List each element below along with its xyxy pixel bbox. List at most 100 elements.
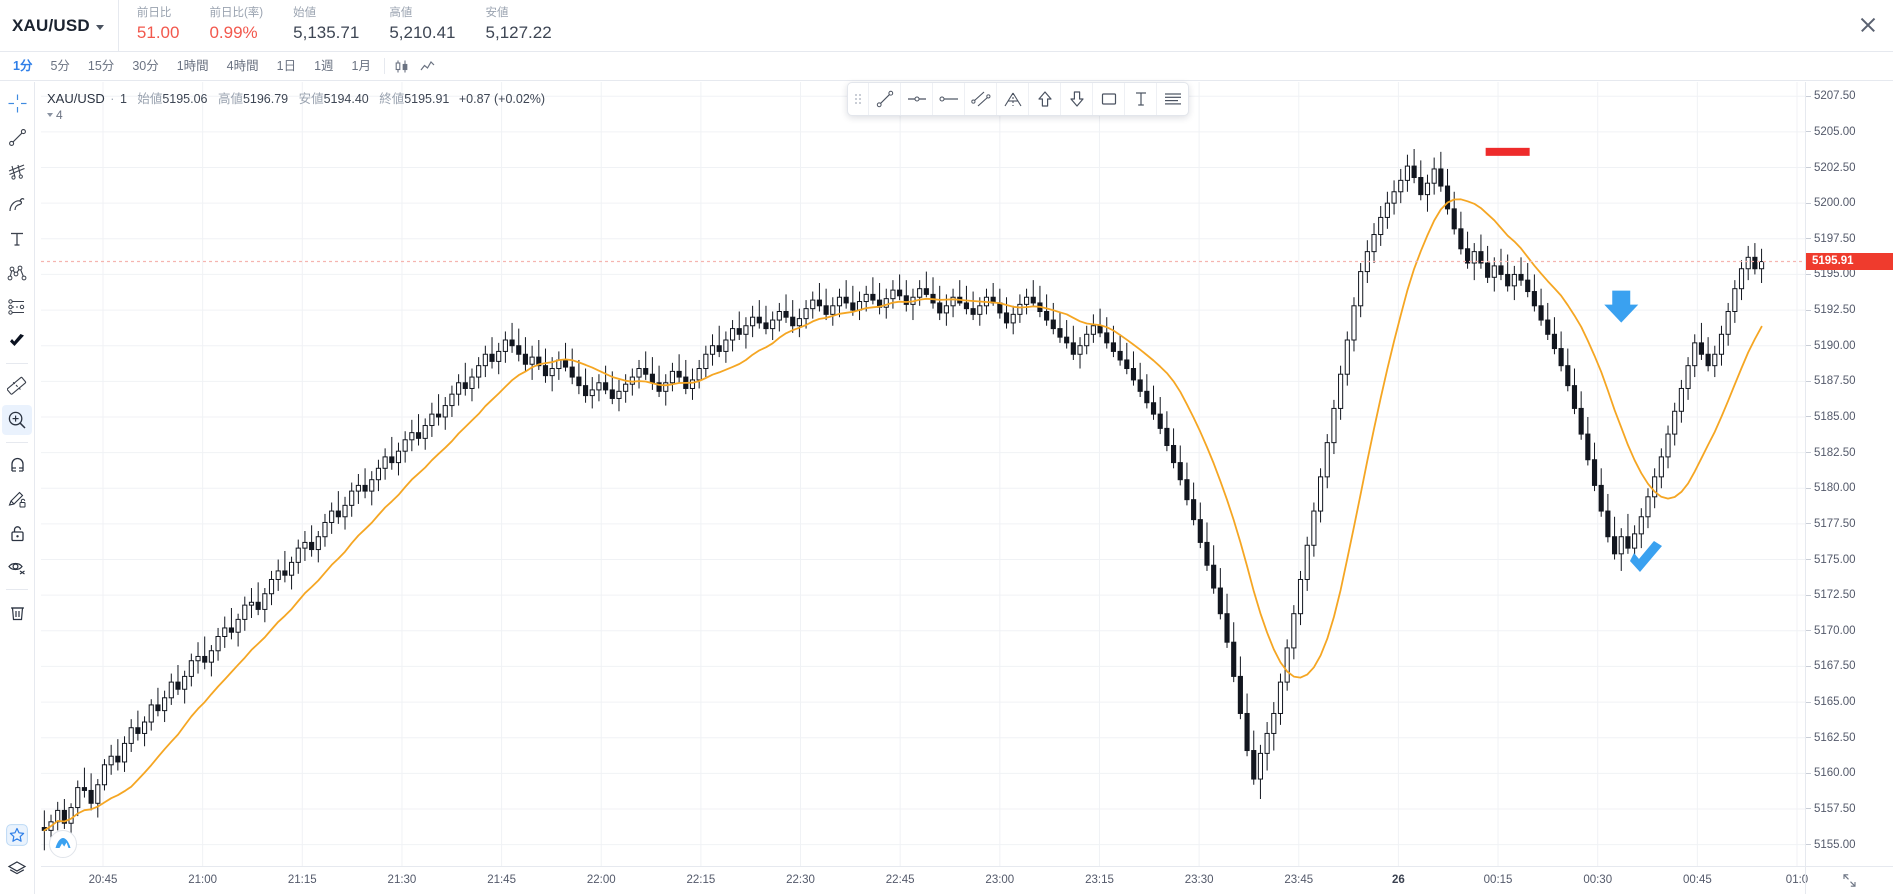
time-tick-label: 00:30: [1583, 874, 1613, 886]
remove-drawings-tool[interactable]: [2, 597, 32, 627]
red-marker-bar: [1485, 147, 1530, 156]
drag-grip-icon[interactable]: [848, 83, 868, 115]
stat-item-high: 高値 5,210.41: [389, 0, 455, 44]
price-tick-label: 5192.50: [1806, 303, 1893, 317]
tick-mark: [1806, 202, 1811, 204]
floating-draw-toolbar[interactable]: [847, 82, 1189, 116]
legend-high-label: 高値: [217, 92, 243, 106]
pattern-tool[interactable]: [2, 258, 32, 288]
legend-low-value: 5194.40: [323, 92, 369, 106]
price-tick-label: 5180.00: [1806, 481, 1893, 495]
horizontal-ray-icon[interactable]: [900, 83, 932, 115]
stat-item-change: 前日比 51.00: [137, 0, 180, 44]
rectangle-icon[interactable]: [1092, 83, 1124, 115]
arrow-up-icon[interactable]: [1028, 83, 1060, 115]
stat-label: 前日比(率): [209, 7, 264, 19]
menu-list-icon[interactable]: [1156, 83, 1188, 115]
time-tick-label: 21:30: [387, 874, 417, 886]
tick-mark: [1806, 309, 1811, 311]
time-axis[interactable]: 20:45 21:00 21:15 21:30 21:45 22:00 22:15 22:30…: [41, 866, 1808, 894]
tick-mark: [1806, 523, 1811, 525]
chart-logo-icon[interactable]: [49, 830, 77, 858]
layers-icon[interactable]: [2, 854, 32, 884]
lock-all-tool[interactable]: [2, 518, 32, 548]
stat-item-open: 始値 5,135.71: [293, 0, 359, 44]
fullscreen-arrows-icon[interactable]: [1805, 866, 1893, 894]
timeframe-1w[interactable]: 1週: [314, 59, 334, 73]
time-tick-label: 21:45: [487, 874, 516, 886]
timeframe-4h[interactable]: 4時間: [226, 59, 259, 73]
chart-area[interactable]: XAU/USD · 1 始値5195.06 高値5196.79 安値5194.4…: [35, 82, 1893, 894]
timeframe-1h[interactable]: 1時間: [176, 59, 209, 73]
forecast-tool[interactable]: [2, 292, 32, 322]
symbol-name: XAU/USD: [12, 15, 90, 35]
moving-average-line: [43, 198, 1763, 832]
trend-line-icon[interactable]: [868, 83, 900, 115]
time-tick-label: 21:15: [287, 874, 317, 886]
measure-ruler-tool[interactable]: [2, 371, 32, 401]
candle-type-icon[interactable]: [389, 53, 415, 79]
checkmark-tool[interactable]: [2, 326, 32, 356]
drawing-lock-tool[interactable]: [2, 484, 32, 514]
brush-tool[interactable]: [2, 190, 32, 220]
divider: [6, 589, 28, 590]
favorites-star-icon[interactable]: [2, 820, 32, 850]
hide-drawings-tool[interactable]: [2, 552, 32, 582]
timeframe-15m[interactable]: 15分: [87, 59, 115, 73]
tick-mark: [1806, 131, 1811, 133]
stat-item-low: 安値 5,127.22: [486, 0, 552, 44]
price-tick-label: 5167.50: [1806, 659, 1893, 673]
text-icon[interactable]: [1124, 83, 1156, 115]
time-tick-label: 23:00: [985, 874, 1015, 886]
price-tick-label: 5195.00: [1806, 267, 1893, 281]
time-tick-label: 22:15: [686, 874, 716, 886]
text-tool[interactable]: [2, 224, 32, 254]
legend-change: +0.87 (+0.02%): [458, 92, 546, 106]
pitchfork-icon[interactable]: [996, 83, 1028, 115]
timeframe-1d[interactable]: 1日: [276, 59, 297, 73]
time-tick-label: 00:45: [1682, 874, 1712, 886]
fib-retracement-tool[interactable]: [2, 156, 32, 186]
indicator-line-icon[interactable]: [415, 53, 441, 79]
chevron-down-icon: [47, 113, 53, 117]
legend-separator: ·: [110, 92, 115, 106]
price-tick-label: 5165.00: [1806, 695, 1893, 709]
current-price-badge[interactable]: 5195.91: [1806, 252, 1893, 270]
price-tick-label: 5172.50: [1806, 588, 1893, 602]
candlestick-svg: [41, 82, 1805, 866]
timeframe-30m[interactable]: 30分: [132, 59, 159, 73]
time-tick-label: 26: [1392, 874, 1405, 886]
time-tick-label: 21:00: [188, 874, 218, 886]
stat-item-change-pct: 前日比(率) 0.99%: [209, 0, 263, 44]
tick-mark: [1806, 95, 1811, 97]
timeframe-5m[interactable]: 5分: [50, 59, 70, 73]
tick-mark: [1806, 665, 1811, 667]
timeframe-1mo[interactable]: 1月: [351, 59, 371, 73]
header-bar: XAU/USD 前日比 51.00 前日比(率) 0.99% 始値 5,135.…: [0, 0, 1893, 52]
timeframe-bar: 1分 5分 15分 30分 1時間 4時間 1日 1週 1月: [0, 52, 1893, 81]
time-tick-label: 22:45: [885, 874, 915, 886]
tick-mark: [1806, 167, 1811, 169]
legend-high-value: 5196.79: [242, 92, 289, 106]
price-axis[interactable]: 5207.50 5205.00 5202.50 5200.00 5197.50 5195.…: [1805, 82, 1893, 866]
zoom-in-tool[interactable]: [2, 405, 32, 435]
horizontal-line-icon[interactable]: [932, 83, 964, 115]
trend-line-tool[interactable]: [2, 122, 32, 152]
price-tick-label: 5157.50: [1806, 802, 1893, 816]
indicator-legend[interactable]: 4: [47, 108, 63, 122]
rail-bottom-group: [2, 818, 32, 894]
drawing-tools-rail: [0, 82, 35, 894]
magnet-tool[interactable]: [2, 450, 32, 480]
close-icon[interactable]: [1855, 12, 1881, 38]
arrow-down-icon[interactable]: [1060, 83, 1092, 115]
stat-label: 始値: [293, 7, 317, 19]
timeframe-1m[interactable]: 1分: [13, 59, 33, 73]
parallel-channel-icon[interactable]: [964, 83, 996, 115]
stat-value: 5,210.41: [389, 23, 456, 42]
crosshair-tool[interactable]: [2, 88, 32, 118]
plot-canvas[interactable]: [41, 82, 1805, 866]
time-tick-label: 23:45: [1284, 874, 1314, 886]
price-tick-label: 5185.00: [1806, 410, 1893, 424]
symbol-selector[interactable]: XAU/USD: [0, 0, 119, 51]
